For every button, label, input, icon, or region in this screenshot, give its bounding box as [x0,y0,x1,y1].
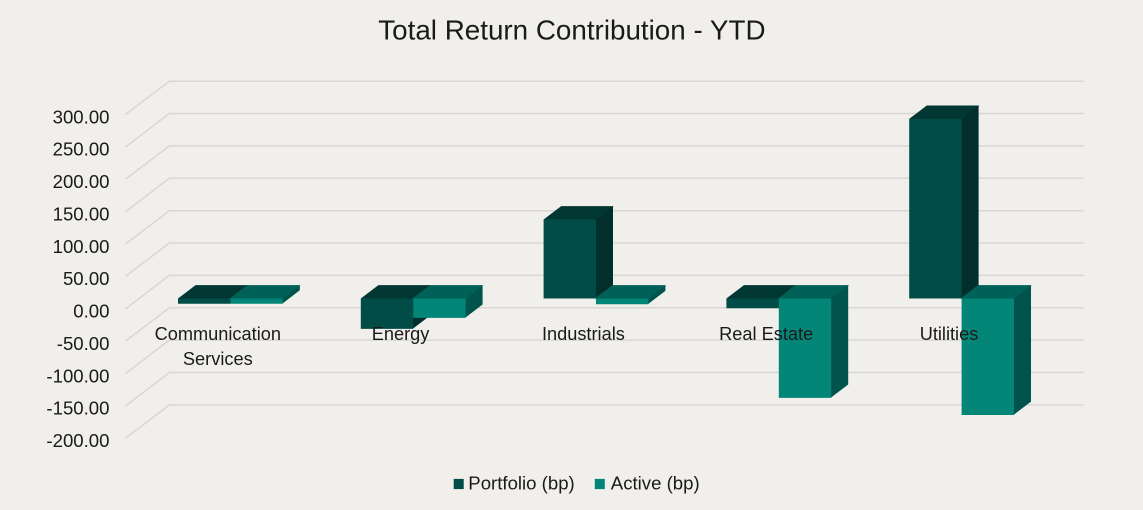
svg-text:150.00: 150.00 [53,204,110,225]
svg-text:Portfolio (bp): Portfolio (bp) [468,472,574,493]
svg-text:-100.00: -100.00 [46,365,109,386]
svg-text:-50.00: -50.00 [57,333,110,354]
svg-text:Communication: Communication [155,324,281,344]
svg-text:200.00: 200.00 [53,171,110,192]
svg-text:Utilities: Utilities [920,324,979,344]
svg-text:Industrials: Industrials [542,324,625,344]
svg-text:100.00: 100.00 [53,236,110,257]
svg-text:0.00: 0.00 [73,301,109,322]
svg-text:250.00: 250.00 [53,139,110,160]
svg-text:Real Estate: Real Estate [719,324,813,344]
svg-text:Active (bp): Active (bp) [611,472,700,493]
svg-text:50.00: 50.00 [63,268,110,289]
svg-text:-150.00: -150.00 [46,398,109,419]
svg-text:300.00: 300.00 [53,106,110,127]
svg-text:Energy: Energy [372,324,431,344]
svg-text:Services: Services [183,349,253,369]
svg-text:-200.00: -200.00 [46,430,109,451]
svg-text:Total Return Contribution - YT: Total Return Contribution - YTD [378,15,765,46]
